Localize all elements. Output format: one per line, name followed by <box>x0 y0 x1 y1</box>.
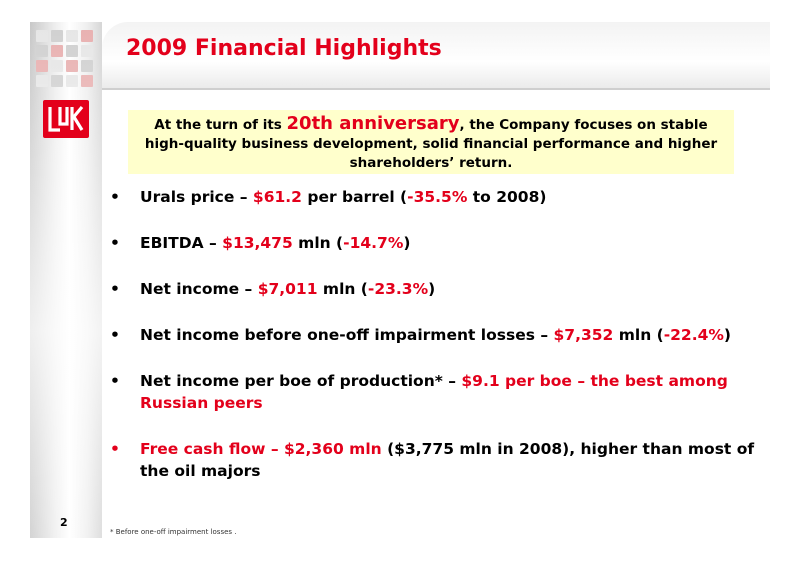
highlight-text: $7,011 <box>257 280 318 298</box>
slide-title: 2009 Financial Highlights <box>126 36 442 61</box>
highlight-text: Net income before one-off impairment los… <box>140 326 554 344</box>
slide: 2009 Financial Highlights At the turn of… <box>30 22 770 538</box>
highlight-item: • Net income – $7,011 mln (-23.3%) <box>110 278 760 300</box>
highlight-item: • Net income per boe of production* – $9.… <box>110 370 760 414</box>
bullet-dot: • <box>110 234 120 252</box>
callout-highlight: 20th anniversary <box>286 113 460 134</box>
highlight-text: mln ( <box>613 326 664 344</box>
highlight-text: -14.7% <box>343 234 404 252</box>
lukoil-logo-icon <box>43 100 89 138</box>
highlight-text: $13,475 <box>222 234 293 252</box>
highlight-text: $61.2 <box>252 188 302 206</box>
highlight-text: Urals price – <box>140 188 253 206</box>
footnote: * Before one-off impairment losses . <box>110 528 237 536</box>
header-band <box>102 22 770 90</box>
bullet-dot: • <box>110 280 120 298</box>
page-number: 2 <box>60 516 68 529</box>
highlights-list: • Urals price – $61.2 per barrel (-35.5% … <box>110 186 760 506</box>
highlight-text: $9.1 per boe – the best among Russian pe… <box>140 372 728 412</box>
callout-box: At the turn of its 20th anniversary, the… <box>128 110 734 174</box>
highlight-item: • Free cash flow – $2,360 mln ($3,775 mln… <box>110 438 760 482</box>
highlight-text: ) <box>723 326 732 344</box>
highlight-text: EBITDA – <box>140 234 223 252</box>
highlight-text: Free cash flow – $2,360 mln <box>140 440 382 458</box>
highlight-text: mln ( <box>317 280 368 298</box>
bullet-dot: • <box>110 326 120 344</box>
highlight-item: • Net income before one-off impairment lo… <box>110 324 760 346</box>
callout-text-start: At the turn of its <box>154 117 287 133</box>
highlight-text: ) <box>403 234 411 252</box>
bullet-dot: • <box>110 188 120 206</box>
highlight-text: Net income – <box>140 280 258 298</box>
highlight-text: -35.5% <box>407 188 468 206</box>
highlight-text: -22.4% <box>663 326 724 344</box>
highlight-item: • Urals price – $61.2 per barrel (-35.5% … <box>110 186 760 208</box>
highlight-text: Net income per boe of production* – <box>140 372 462 390</box>
highlight-text: to 2008) <box>467 188 547 206</box>
highlight-text: $7,352 <box>553 326 614 344</box>
highlight-text: mln ( <box>292 234 344 252</box>
highlight-text: ($3,775 mln in 2008), higher than most o… <box>140 440 755 480</box>
bullet-dot: • <box>110 372 120 390</box>
highlight-text: per barrel ( <box>301 188 408 206</box>
highlight-text: -23.3% <box>367 280 429 298</box>
bullet-dot: • <box>110 440 120 458</box>
highlight-item: • EBITDA – $13,475 mln (-14.7%) <box>110 232 760 254</box>
highlight-text: ) <box>428 280 436 298</box>
callout-text-end: , the Company focuses on stable high-qua… <box>144 117 718 171</box>
